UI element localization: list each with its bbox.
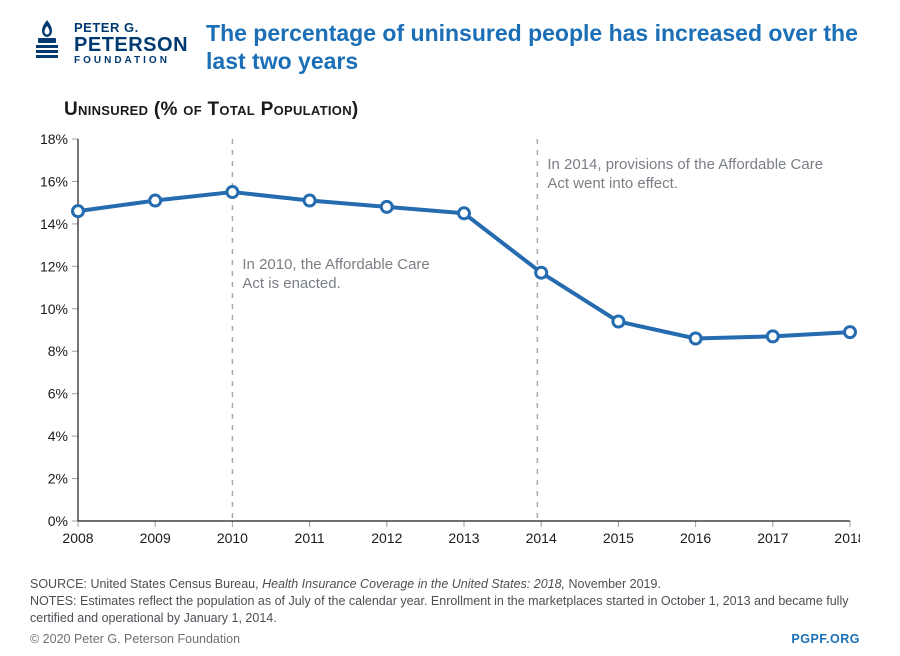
notes-line: NOTES: Estimates reflect the population … — [30, 593, 860, 627]
svg-text:2008: 2008 — [62, 530, 93, 546]
svg-text:2012: 2012 — [371, 530, 402, 546]
svg-text:2013: 2013 — [448, 530, 479, 546]
logo-line1: PETER G. — [74, 21, 188, 35]
svg-text:2%: 2% — [48, 471, 68, 487]
copyright: © 2020 Peter G. Peterson Foundation — [30, 631, 240, 648]
svg-text:2015: 2015 — [603, 530, 634, 546]
svg-text:2009: 2009 — [140, 530, 171, 546]
header: PETER G. PETERSON FOUNDATION The percent… — [0, 0, 900, 85]
site-link[interactable]: PGPF.ORG — [791, 631, 860, 648]
logo: PETER G. PETERSON FOUNDATION — [30, 18, 188, 69]
annotation-2014: In 2014, provisions of the Affordable Ca… — [547, 156, 837, 194]
svg-text:6%: 6% — [48, 386, 68, 402]
svg-text:2016: 2016 — [680, 530, 711, 546]
source-post: November 2019. — [569, 577, 661, 591]
svg-text:2011: 2011 — [295, 530, 325, 546]
footer-row: © 2020 Peter G. Peterson Foundation PGPF… — [30, 631, 860, 648]
source-label: SOURCE: — [30, 577, 90, 591]
footer: SOURCE: United States Census Bureau, Hea… — [30, 576, 860, 649]
source-pre: United States Census Bureau, — [90, 577, 262, 591]
source-italic: Health Insurance Coverage in the United … — [262, 577, 568, 591]
annotation-2010: In 2010, the Affordable Care Act is enac… — [242, 256, 432, 294]
logo-text: PETER G. PETERSON FOUNDATION — [74, 21, 188, 66]
source-line: SOURCE: United States Census Bureau, Hea… — [30, 576, 860, 593]
chart: 0% 2% 4% 6% 8% 10% 12% 14% 16% 18% 2008 2009 2010 201… — [30, 131, 860, 551]
svg-text:16%: 16% — [40, 174, 68, 190]
svg-text:8%: 8% — [48, 343, 68, 359]
logo-line3: FOUNDATION — [74, 56, 188, 67]
svg-text:18%: 18% — [40, 131, 68, 147]
svg-text:0%: 0% — [48, 513, 68, 529]
svg-text:2010: 2010 — [217, 530, 248, 546]
svg-text:2017: 2017 — [757, 530, 788, 546]
svg-text:10%: 10% — [40, 301, 68, 317]
logo-line2: PETERSON — [74, 35, 188, 56]
notes-label: NOTES: — [30, 594, 80, 608]
svg-text:2018: 2018 — [834, 530, 860, 546]
page-title: The percentage of uninsured people has i… — [206, 18, 860, 75]
svg-text:4%: 4% — [48, 428, 68, 444]
notes-text: Estimates reflect the population as of J… — [30, 594, 849, 625]
torch-icon — [30, 18, 64, 69]
chart-subtitle: Uninsured (% of Total Population) — [0, 85, 900, 127]
svg-text:12%: 12% — [40, 259, 68, 275]
svg-text:2014: 2014 — [526, 530, 557, 546]
svg-text:14%: 14% — [40, 216, 68, 232]
line-chart-svg: 0% 2% 4% 6% 8% 10% 12% 14% 16% 18% 2008 2009 2010 201… — [30, 131, 860, 551]
